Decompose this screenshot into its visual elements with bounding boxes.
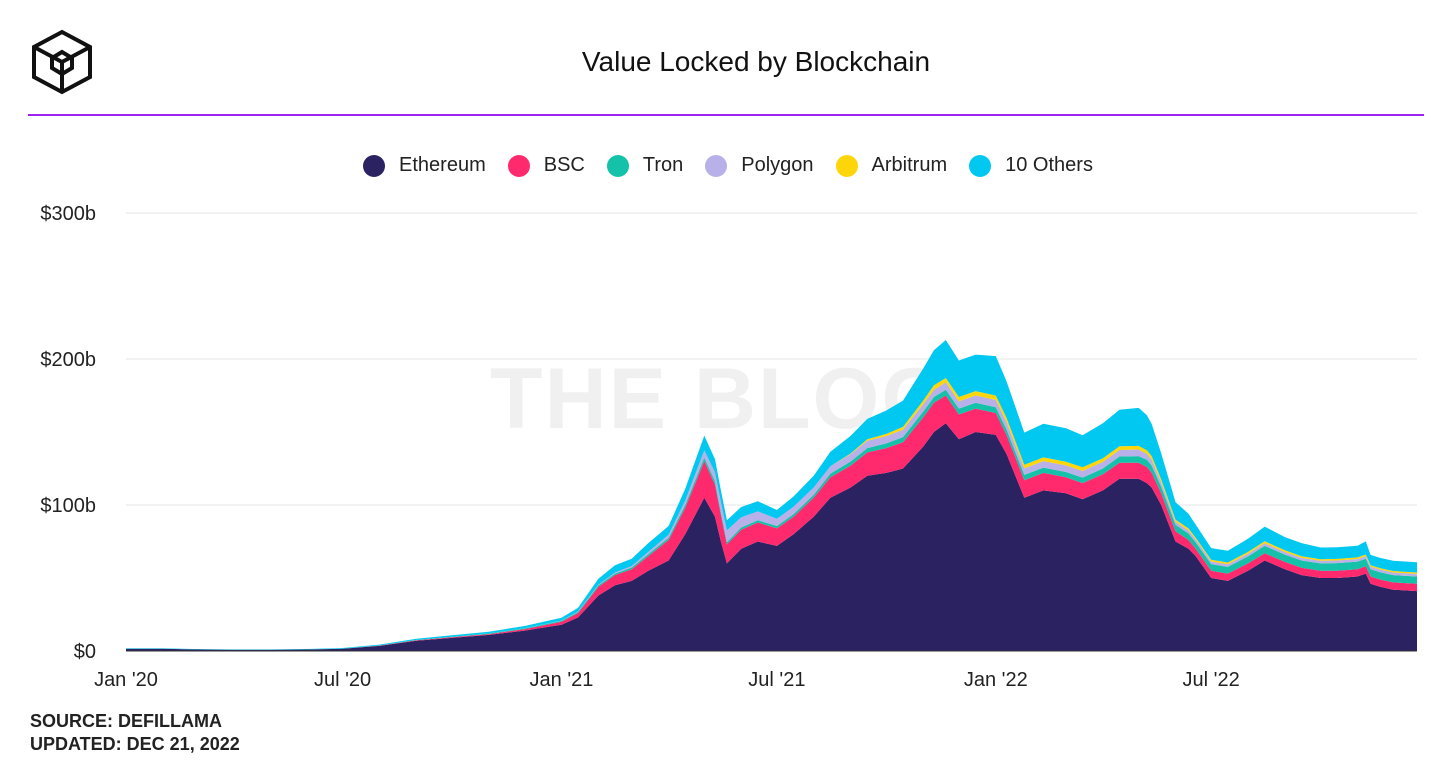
legend-label: Ethereum	[399, 154, 486, 176]
legend-item-bsc[interactable]: BSC	[507, 154, 585, 177]
legend-swatch	[507, 154, 530, 177]
legend-label: BSC	[543, 154, 585, 176]
chart-title: Value Locked by Blockchain	[581, 46, 931, 77]
x-tick-label: Jan '22	[964, 669, 1028, 691]
legend-label: 10 Others	[1005, 154, 1093, 176]
legend-item-ethereum[interactable]: Ethereum	[363, 154, 486, 177]
y-tick-label: $200b	[40, 349, 96, 371]
legend-item-polygon[interactable]: Polygon	[705, 154, 814, 177]
legend-item-tron[interactable]: Tron	[606, 154, 684, 177]
updated-line: UPDATED: DEC 21, 2022	[30, 734, 240, 754]
area-series-ethereum	[126, 423, 1417, 651]
title-divider	[28, 114, 1424, 116]
source-note: SOURCE: DEFILLAMA UPDATED: DEC 21, 2022	[30, 710, 240, 756]
x-tick-label: Jan '21	[530, 669, 594, 691]
chart-area: $0 $100b $200b $300b Jan '20 Jul '20 Jan '21 Ju…	[40, 203, 1417, 691]
legend-item-arbitrum[interactable]: Arbitrum	[835, 154, 948, 177]
legend-swatch	[835, 154, 858, 177]
the-block-cube-logo	[32, 29, 92, 95]
y-tick-label: $0	[74, 641, 96, 663]
legend-item-10-others[interactable]: 10 Others	[969, 154, 1093, 177]
x-tick-label: Jul '20	[314, 669, 371, 691]
legend-swatch	[363, 154, 386, 177]
legend-swatch	[705, 154, 728, 177]
x-tick-label: Jul '22	[1183, 669, 1240, 691]
y-tick-label: $100b	[40, 495, 96, 517]
legend-label: Arbitrum	[871, 154, 948, 176]
x-tick-label: Jan '20	[94, 669, 158, 691]
legend-label: Tron	[642, 154, 684, 176]
legend-swatch	[606, 154, 629, 177]
chart-legend: Ethereum BSC Tron Polygon Arbitrum 10 Others	[0, 154, 1456, 177]
x-tick-label: Jul '21	[748, 669, 805, 691]
y-tick-label: $300b	[40, 203, 96, 225]
legend-label: Polygon	[741, 154, 814, 176]
source-line: SOURCE: DEFILLAMA	[30, 711, 222, 731]
legend-swatch	[969, 154, 992, 177]
